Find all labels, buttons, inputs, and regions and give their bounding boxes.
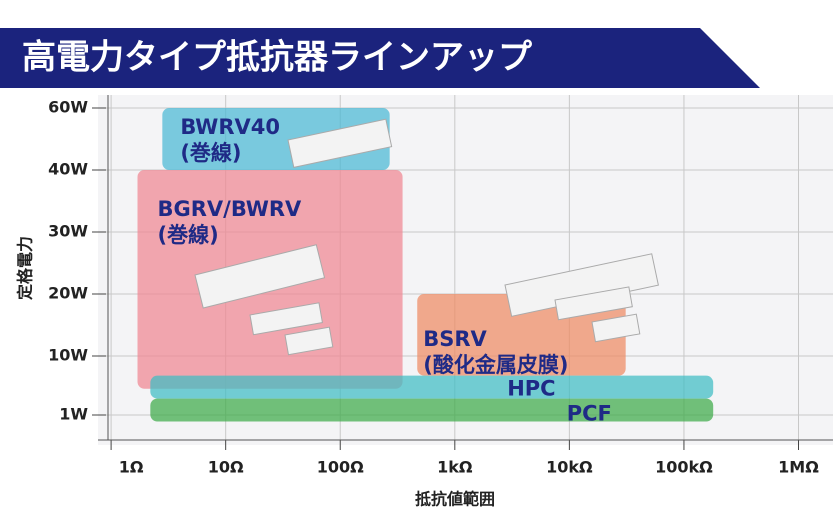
y-tick-label: 40W	[48, 160, 88, 179]
series-label: PCF	[567, 402, 612, 426]
x-axis-title: 抵抗値範囲	[415, 490, 495, 509]
y-tick-label: 30W	[48, 222, 88, 241]
series-note: (巻線)	[158, 223, 219, 247]
x-tick-label: 1Ω	[119, 458, 144, 477]
series-note: (巻線)	[180, 141, 241, 165]
x-tick-label: 1kΩ	[437, 458, 473, 477]
resistor-image	[287, 118, 393, 168]
resistor-image	[591, 313, 641, 343]
chart-title: 高電力タイプ抵抗器ラインアップ	[22, 38, 532, 78]
x-tick-label: 10kΩ	[546, 458, 593, 477]
y-tick-label: 1W	[59, 405, 88, 424]
range-box	[150, 398, 714, 422]
range-box	[150, 375, 714, 399]
x-tick-label: 1MΩ	[778, 458, 819, 477]
x-tick-label: 100Ω	[317, 458, 364, 477]
y-tick-label: 10W	[48, 346, 88, 365]
series-note: (酸化金属皮膜)	[423, 353, 568, 377]
x-tick-label: 100kΩ	[655, 458, 713, 477]
title-banner	[0, 28, 760, 88]
series-label: BWRV40	[180, 115, 280, 139]
series-label: HPC	[507, 377, 555, 401]
y-tick-label: 60W	[48, 98, 88, 117]
series-label: BSRV	[423, 327, 487, 351]
x-tick-label: 10Ω	[208, 458, 244, 477]
resistor-image	[284, 326, 334, 356]
y-axis-title: 定格電力	[16, 236, 35, 301]
resistor-image	[194, 244, 326, 309]
plot: 1W 10W 20W 30W 40W 60W 1Ω 10Ω 100Ω 1kΩ 10kΩ 100kΩ 1M…	[48, 95, 833, 477]
y-tick-label: 20W	[48, 284, 88, 303]
series-label: BGRV/BWRV	[158, 197, 303, 221]
resistor-image	[249, 302, 323, 336]
resistor-image	[554, 286, 633, 321]
